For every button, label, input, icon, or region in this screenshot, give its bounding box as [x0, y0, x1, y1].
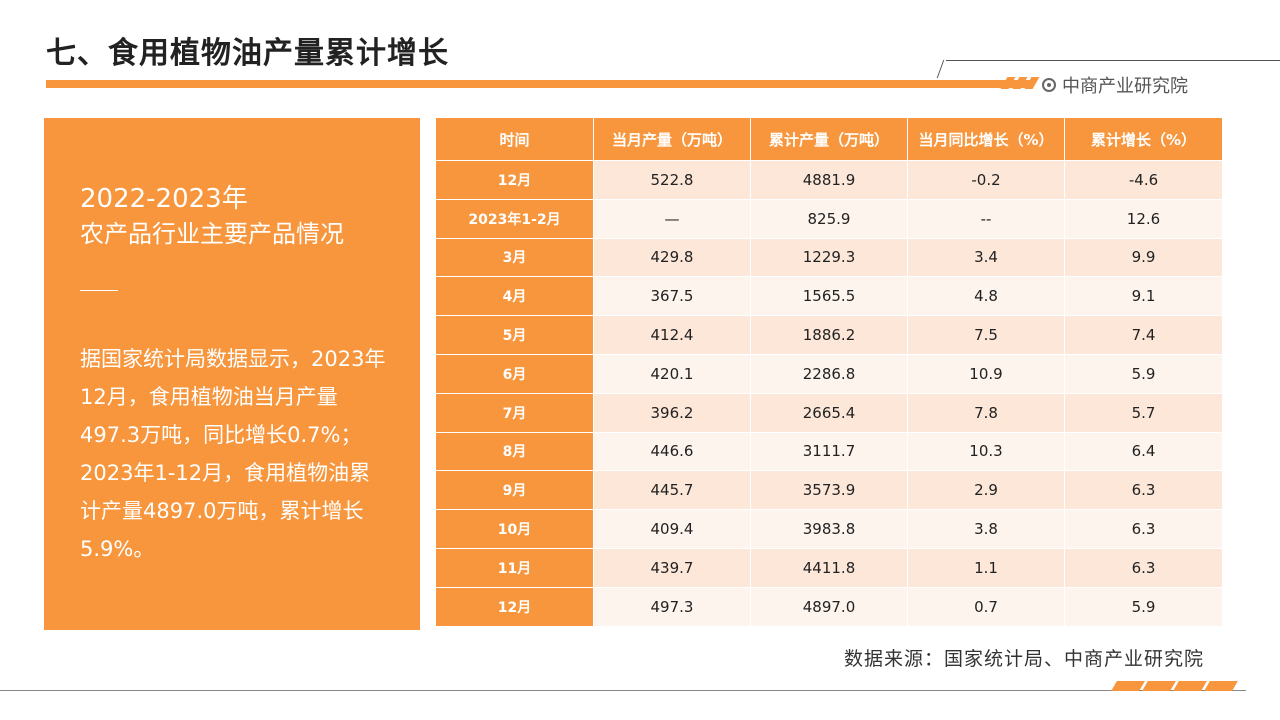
- cell-time: 11月: [436, 547, 594, 587]
- header-cumulative-growth: 累计增长（%）: [1065, 118, 1222, 160]
- cell-time: 12月: [436, 586, 594, 626]
- table-row: 10月 409.4 3983.8 3.8 6.3: [436, 509, 1222, 548]
- cell-monthly-yoy: 7.8: [908, 392, 1065, 432]
- cell-monthly-output: 420.1: [594, 353, 751, 393]
- cell-cumulative-growth: 5.9: [1065, 353, 1222, 393]
- cell-monthly-yoy: 3.8: [908, 509, 1065, 548]
- panel-year: 2022-2023年: [80, 184, 248, 214]
- cell-cumulative-output: 1886.2: [751, 315, 908, 354]
- header-monthly-yoy: 当月同比增长（%）: [908, 118, 1065, 160]
- summary-panel: 2022-2023年 农产品行业主要产品情况 据国家统计局数据显示，2023年1…: [44, 118, 420, 630]
- cell-cumulative-output: 825.9: [751, 198, 908, 238]
- cell-monthly-yoy: 4.8: [908, 276, 1065, 316]
- table-row: 5月 412.4 1886.2 7.5 7.4: [436, 315, 1222, 354]
- table-row: 6月 420.1 2286.8 10.9 5.9: [436, 353, 1222, 393]
- cell-time: 10月: [436, 509, 594, 548]
- cell-monthly-output: 412.4: [594, 315, 751, 354]
- cell-monthly-yoy: 0.7: [908, 586, 1065, 626]
- cell-monthly-yoy: 3.4: [908, 237, 1065, 277]
- cell-cumulative-growth: 6.4: [1065, 431, 1222, 471]
- cell-cumulative-growth: 12.6: [1065, 198, 1222, 238]
- cell-monthly-output: 367.5: [594, 276, 751, 316]
- cell-monthly-output: 446.6: [594, 431, 751, 471]
- cell-cumulative-output: 3983.8: [751, 509, 908, 548]
- table-row: 8月 446.6 3111.7 10.3 6.4: [436, 431, 1222, 471]
- footer-divider: [0, 690, 1246, 691]
- cell-cumulative-output: 1229.3: [751, 237, 908, 277]
- cell-monthly-yoy: 7.5: [908, 315, 1065, 354]
- table-row: 3月 429.8 1229.3 3.4 9.9: [436, 237, 1222, 277]
- cell-cumulative-growth: 9.9: [1065, 237, 1222, 277]
- cell-cumulative-growth: 9.1: [1065, 276, 1222, 316]
- cell-cumulative-growth: 5.9: [1065, 586, 1222, 626]
- panel-body-text: 据国家统计局数据显示，2023年12月，食用植物油当月产量497.3万吨，同比增…: [80, 347, 386, 561]
- cell-cumulative-output: 1565.5: [751, 276, 908, 316]
- accent-stripes: [1000, 77, 1040, 89]
- cell-time: 4月: [436, 276, 594, 316]
- data-source-note: 数据来源：国家统计局、中商产业研究院: [844, 648, 1205, 670]
- cell-monthly-output: —: [594, 198, 751, 238]
- panel-subtitle: 农产品行业主要产品情况: [80, 220, 344, 248]
- header-monthly-output: 当月产量（万吨）: [594, 118, 751, 160]
- cell-monthly-yoy: 10.9: [908, 353, 1065, 393]
- page-title: 七、食用植物油产量累计增长: [46, 36, 449, 71]
- cell-time: 7月: [436, 392, 594, 432]
- cell-monthly-output: 429.8: [594, 237, 751, 277]
- cell-cumulative-output: 4881.9: [751, 160, 908, 199]
- cell-monthly-yoy: --: [908, 198, 1065, 238]
- cell-cumulative-growth: -4.6: [1065, 160, 1222, 199]
- cell-time: 9月: [436, 470, 594, 510]
- table-row: 7月 396.2 2665.4 7.8 5.7: [436, 392, 1222, 432]
- cell-cumulative-growth: 5.7: [1065, 392, 1222, 432]
- table-row: 4月 367.5 1565.5 4.8 9.1: [436, 276, 1222, 316]
- cell-monthly-output: 396.2: [594, 392, 751, 432]
- header-divider-slant: [936, 60, 945, 78]
- cell-monthly-yoy: 1.1: [908, 547, 1065, 587]
- cell-cumulative-output: 3573.9: [751, 470, 908, 510]
- cell-cumulative-output: 4411.8: [751, 547, 908, 587]
- cell-cumulative-output: 4897.0: [751, 586, 908, 626]
- header-time: 时间: [436, 118, 594, 160]
- header-cumulative-output: 累计产量（万吨）: [751, 118, 908, 160]
- table-row: 2023年1-2月 — 825.9 -- 12.6: [436, 198, 1222, 238]
- cell-cumulative-growth: 7.4: [1065, 315, 1222, 354]
- cell-cumulative-output: 2286.8: [751, 353, 908, 393]
- table-row: 12月 497.3 4897.0 0.7 5.9: [436, 586, 1222, 626]
- cell-time: 2023年1-2月: [436, 198, 594, 238]
- cell-time: 12月: [436, 160, 594, 199]
- title-underline: [46, 80, 1030, 88]
- cell-monthly-output: 409.4: [594, 509, 751, 548]
- table-row: 9月 445.7 3573.9 2.9 6.3: [436, 470, 1222, 510]
- production-table: 时间 当月产量（万吨） 累计产量（万吨） 当月同比增长（%） 累计增长（%） 1…: [436, 118, 1222, 626]
- cell-cumulative-output: 3111.7: [751, 431, 908, 471]
- cell-cumulative-output: 2665.4: [751, 392, 908, 432]
- cell-monthly-output: 445.7: [594, 470, 751, 510]
- brand-name: 中商产业研究院: [1062, 76, 1188, 97]
- cell-monthly-output: 439.7: [594, 547, 751, 587]
- table-header-row: 时间 当月产量（万吨） 累计产量（万吨） 当月同比增长（%） 累计增长（%）: [436, 118, 1222, 160]
- table-row: 11月 439.7 4411.8 1.1 6.3: [436, 547, 1222, 587]
- cell-time: 5月: [436, 315, 594, 354]
- header-divider: [946, 60, 1280, 61]
- cell-monthly-output: 522.8: [594, 160, 751, 199]
- cell-monthly-yoy: 10.3: [908, 431, 1065, 471]
- footer-accent-stripes: [1111, 681, 1238, 691]
- cell-cumulative-growth: 6.3: [1065, 509, 1222, 548]
- brand-logo-icon: [1042, 78, 1056, 92]
- cell-cumulative-growth: 6.3: [1065, 547, 1222, 587]
- brand: 中商产业研究院: [1042, 72, 1188, 98]
- cell-time: 8月: [436, 431, 594, 471]
- cell-monthly-output: 497.3: [594, 586, 751, 626]
- cell-time: 6月: [436, 353, 594, 393]
- cell-cumulative-growth: 6.3: [1065, 470, 1222, 510]
- panel-divider: [80, 290, 118, 291]
- cell-time: 3月: [436, 237, 594, 277]
- cell-monthly-yoy: -0.2: [908, 160, 1065, 199]
- cell-monthly-yoy: 2.9: [908, 470, 1065, 510]
- table-row: 12月 522.8 4881.9 -0.2 -4.6: [436, 160, 1222, 199]
